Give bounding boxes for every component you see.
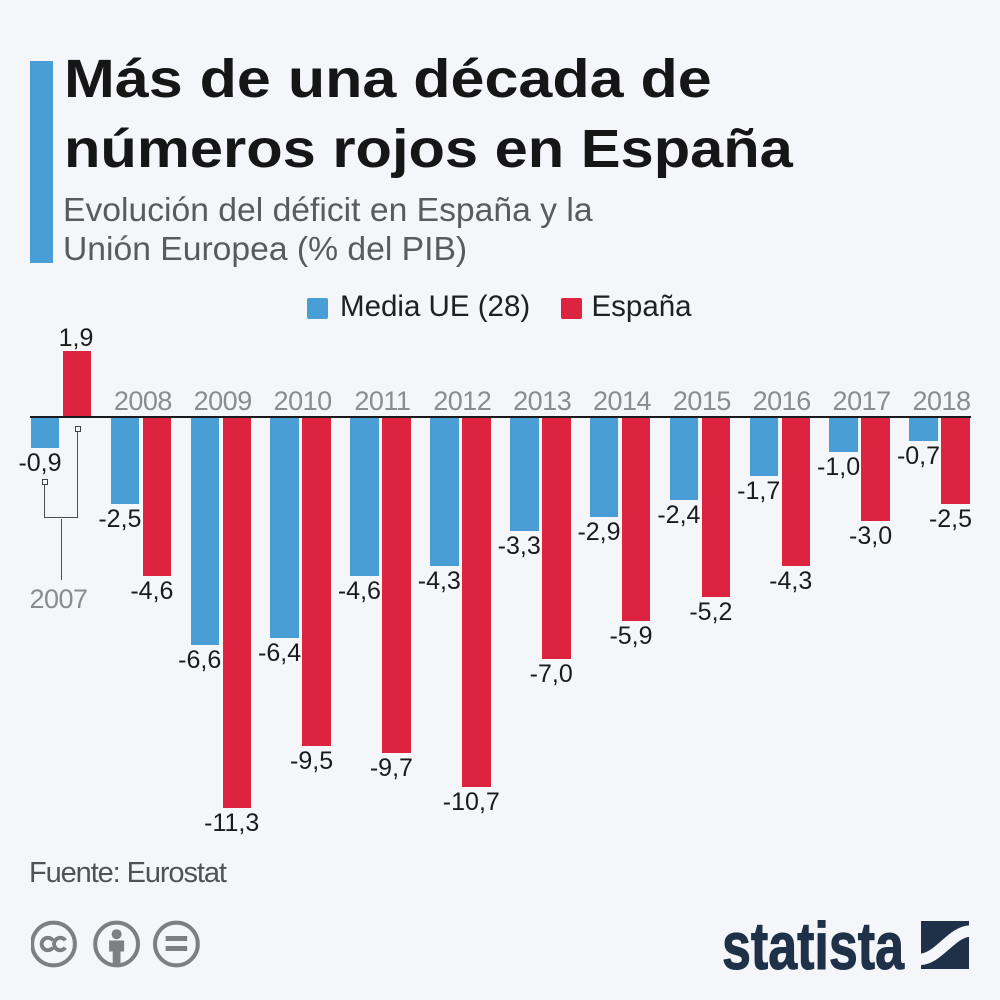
svg-text:statista: statista	[722, 910, 905, 980]
